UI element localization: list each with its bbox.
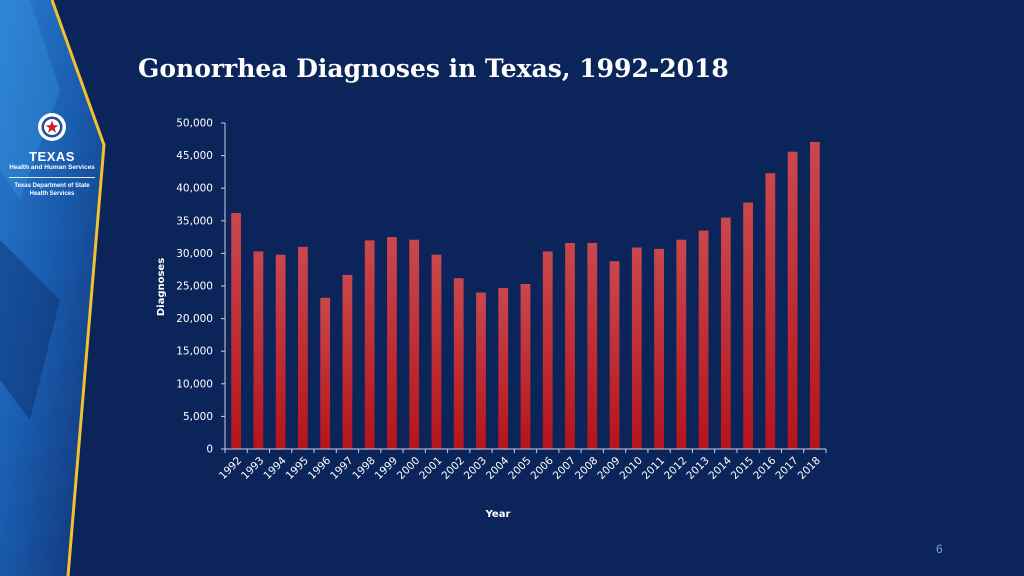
x-tick-label: 2011 bbox=[640, 455, 667, 482]
sidebar-facet bbox=[0, 0, 60, 200]
x-tick-label: 2012 bbox=[662, 455, 689, 482]
x-tick-label: 2005 bbox=[506, 455, 533, 482]
logo-dshs-line1: Texas Department of State bbox=[14, 183, 90, 189]
bar-2010 bbox=[631, 247, 642, 449]
sidebar-decoration bbox=[0, 0, 106, 576]
x-tick-label: 1993 bbox=[239, 455, 266, 482]
bar-1997 bbox=[342, 274, 353, 449]
x-tick-label: 2014 bbox=[707, 454, 735, 482]
bar-2018 bbox=[809, 141, 820, 449]
bar-2012 bbox=[676, 239, 687, 449]
x-tick-label: 2007 bbox=[551, 455, 578, 482]
bar-2008 bbox=[587, 242, 598, 449]
y-tick-label: 45,000 bbox=[176, 150, 213, 162]
sidebar-facet bbox=[0, 240, 60, 420]
bar-2016 bbox=[765, 173, 776, 449]
logo-texas-text: TEXAS bbox=[29, 149, 75, 164]
x-tick-label: 2006 bbox=[528, 454, 556, 482]
bar-2015 bbox=[743, 202, 753, 449]
x-tick-label: 2017 bbox=[773, 455, 800, 482]
logo-dshs-line2: Health Services bbox=[29, 191, 75, 197]
bar-2002 bbox=[453, 278, 464, 449]
page-number: 6 bbox=[936, 542, 943, 556]
x-axis-label: Year bbox=[485, 509, 511, 520]
bar-1995 bbox=[298, 246, 308, 449]
y-tick-label: 20,000 bbox=[176, 313, 213, 325]
bar-1993 bbox=[253, 251, 264, 449]
x-tick-label: 2015 bbox=[729, 455, 756, 482]
x-tick-label: 2010 bbox=[618, 455, 645, 482]
hhs-logo: TEXAS Health and Human Services Texas De… bbox=[6, 112, 98, 198]
bar-2017 bbox=[787, 151, 798, 449]
bar-2005 bbox=[520, 284, 531, 449]
x-tick-label: 1995 bbox=[284, 455, 311, 482]
x-tick-label: 2003 bbox=[462, 455, 489, 482]
y-axis-ticks: 0 5,000 10,000 15,000 20,000 25,000 30,000 35,0… bbox=[176, 118, 225, 456]
x-axis-ticks: 1992199319941995199619971998199920002001… bbox=[217, 449, 827, 482]
y-tick-label: 0 bbox=[206, 444, 213, 456]
bar-1999 bbox=[387, 237, 397, 449]
bar-2000 bbox=[409, 239, 420, 449]
y-tick-label: 40,000 bbox=[176, 183, 213, 195]
bar-1998 bbox=[364, 240, 375, 449]
bar-1996 bbox=[320, 297, 331, 449]
y-axis-label: Diagnoses bbox=[156, 258, 167, 316]
x-tick-label: 2009 bbox=[595, 455, 622, 482]
bars-group bbox=[231, 141, 820, 449]
y-tick-label: 15,000 bbox=[176, 346, 213, 358]
x-tick-label: 2018 bbox=[796, 455, 823, 482]
bar-2006 bbox=[542, 251, 553, 449]
y-tick-label: 25,000 bbox=[176, 281, 213, 293]
x-tick-label: 2008 bbox=[573, 455, 600, 482]
bar-2009 bbox=[609, 261, 620, 449]
x-tick-label: 1999 bbox=[373, 455, 400, 482]
logo-hhs-text: Health and Human Services bbox=[9, 164, 95, 171]
x-tick-label: 2002 bbox=[439, 455, 466, 482]
x-tick-label: 2001 bbox=[417, 455, 444, 482]
y-tick-label: 50,000 bbox=[176, 118, 213, 130]
bar-2013 bbox=[698, 230, 709, 449]
x-tick-label: 1994 bbox=[261, 454, 289, 482]
bar-2001 bbox=[431, 254, 442, 449]
bar-2011 bbox=[654, 248, 664, 449]
bar-2004 bbox=[498, 287, 509, 449]
bar-2014 bbox=[720, 217, 731, 449]
slide-title: Gonorrhea Diagnoses in Texas, 1992-2018 bbox=[138, 54, 729, 83]
bar-2007 bbox=[565, 242, 575, 449]
x-tick-label: 1997 bbox=[328, 455, 355, 482]
bar-2003 bbox=[476, 292, 486, 449]
bar-1994 bbox=[275, 254, 286, 449]
bar-1992 bbox=[231, 212, 242, 449]
y-tick-label: 5,000 bbox=[183, 411, 213, 423]
texas-seal-icon bbox=[38, 113, 66, 141]
x-tick-label: 1992 bbox=[217, 455, 244, 482]
x-tick-label: 1996 bbox=[306, 454, 334, 482]
x-tick-label: 2004 bbox=[484, 454, 512, 482]
y-tick-label: 35,000 bbox=[176, 215, 213, 227]
sidebar-panel bbox=[0, 0, 104, 576]
x-tick-label: 2013 bbox=[684, 455, 711, 482]
logo-divider bbox=[9, 177, 95, 178]
x-tick-label: 2016 bbox=[751, 454, 779, 482]
y-tick-label: 30,000 bbox=[176, 248, 213, 260]
y-tick-label: 10,000 bbox=[176, 378, 213, 390]
accent-stripe bbox=[50, 0, 106, 576]
x-tick-label: 2000 bbox=[395, 455, 422, 482]
x-tick-label: 1998 bbox=[350, 455, 377, 482]
